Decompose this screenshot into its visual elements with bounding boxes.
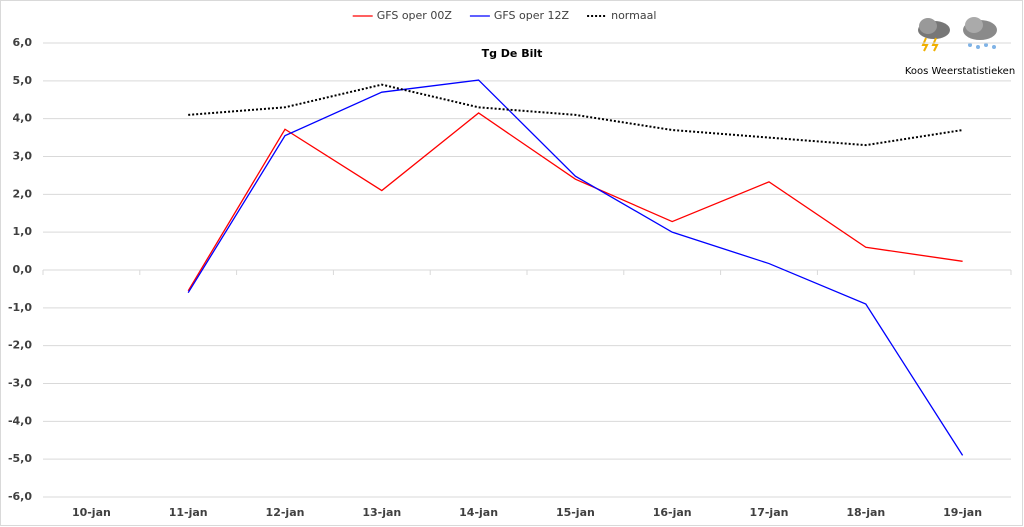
series-line	[187, 112, 963, 292]
x-tick-label: 18-jan	[846, 506, 885, 519]
series-line	[188, 83, 963, 147]
x-tick-label: 11-jan	[169, 506, 208, 519]
legend-label: GFS oper 00Z	[377, 9, 453, 22]
y-tick-label: 4,0	[13, 112, 33, 125]
y-tick-label: 6,0	[13, 36, 33, 49]
legend-label: normaal	[611, 9, 656, 22]
x-tick-label: 17-jan	[750, 506, 789, 519]
legend: GFS oper 00Z GFS oper 12Z normaal	[352, 9, 656, 22]
y-tick-label: 1,0	[13, 225, 33, 238]
x-tick-label: 10-jan	[72, 506, 111, 519]
weather-icons	[918, 17, 997, 52]
y-tick-label: -2,0	[8, 339, 32, 352]
y-tick-label: 0,0	[13, 263, 33, 276]
y-tick-label: 5,0	[13, 74, 33, 87]
x-tick-label: 19-jan	[943, 506, 982, 519]
x-tick-label: 12-jan	[266, 506, 305, 519]
y-tick-label: 3,0	[13, 150, 33, 163]
chart-title: Tg De Bilt	[482, 47, 543, 60]
y-tick-label: -6,0	[8, 490, 32, 503]
y-tick-label: -5,0	[8, 452, 32, 465]
y-tick-label: 2,0	[13, 187, 33, 200]
legend-label: GFS oper 12Z	[494, 9, 570, 22]
x-tick-label: 16-jan	[653, 506, 692, 519]
watermark: Koos Weerstatistieken	[905, 66, 1015, 77]
x-tick-label: 13-jan	[362, 506, 401, 519]
x-tick-label: 15-jan	[556, 506, 595, 519]
series-line	[187, 79, 964, 456]
y-tick-label: -4,0	[8, 414, 32, 427]
y-tick-label: -1,0	[8, 301, 32, 314]
y-tick-label: -3,0	[8, 377, 32, 390]
x-tick-label: 14-jan	[459, 506, 498, 519]
